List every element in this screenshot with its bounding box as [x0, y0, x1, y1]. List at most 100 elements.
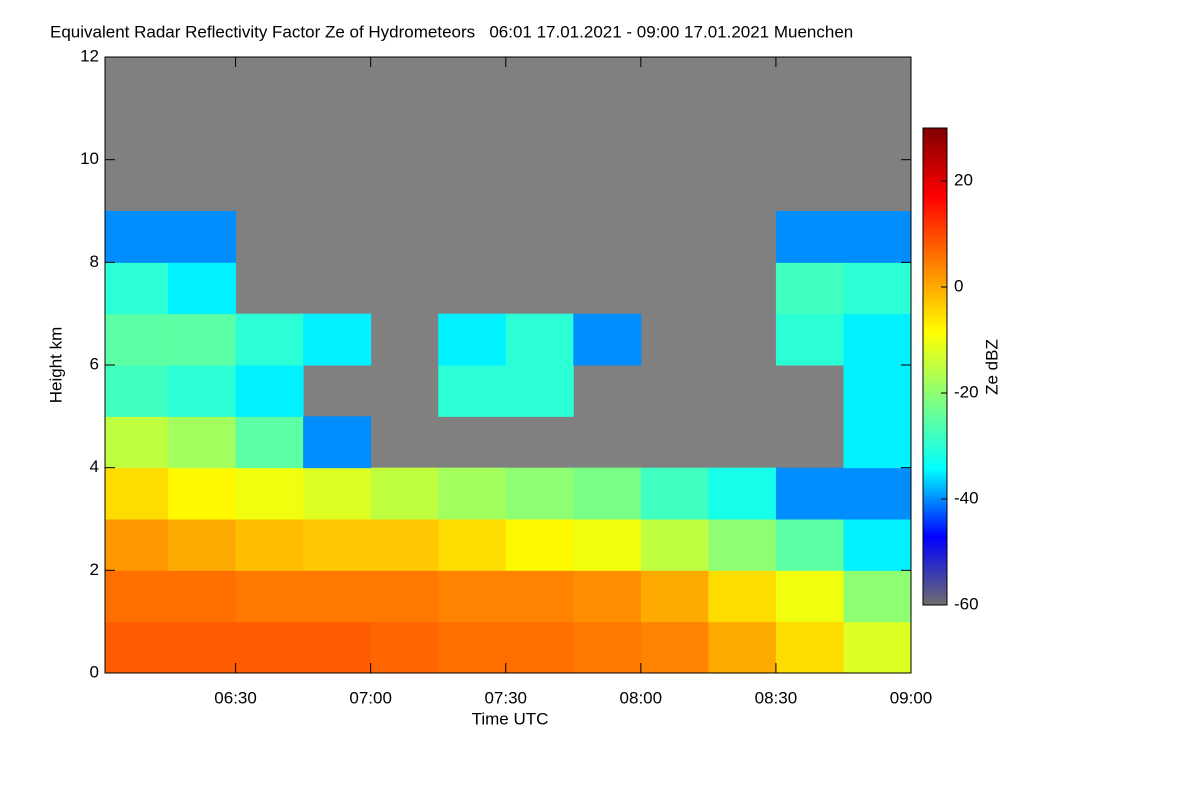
y-tick-label: 2 — [90, 560, 99, 579]
colorbar-tick-label: -60 — [954, 594, 979, 613]
heatmap-cell — [235, 467, 304, 520]
colorbar-tick-label: -40 — [954, 488, 979, 507]
heatmap-cell — [438, 365, 507, 417]
y-tick-label: 12 — [80, 46, 99, 65]
heatmap-cell — [775, 313, 844, 366]
heatmap-cell — [573, 621, 642, 674]
heatmap-cell — [640, 570, 709, 623]
heatmap-cell — [505, 365, 574, 417]
colorbar-tick-label: 0 — [954, 276, 963, 295]
heatmap-cell — [843, 467, 912, 520]
heatmap-cell — [235, 416, 304, 469]
heatmap-cell — [843, 211, 912, 263]
y-tick-label: 8 — [90, 252, 99, 271]
y-tick-label: 4 — [90, 457, 99, 476]
heatmap-cell — [168, 365, 237, 417]
heatmap-cell — [168, 570, 237, 623]
heatmap-cell — [105, 313, 169, 366]
y-axis-label: Height km — [46, 327, 65, 404]
heatmap-cell — [168, 262, 237, 315]
heatmap-cell — [573, 570, 642, 623]
heatmap-cell — [105, 467, 169, 520]
heatmap-cell — [168, 313, 237, 366]
x-tick-label: 08:00 — [620, 688, 663, 707]
colorbar-tick-label: 20 — [954, 170, 973, 189]
heatmap-cell — [573, 313, 642, 366]
heatmap-cell — [775, 621, 844, 674]
heatmap-cell — [505, 621, 574, 674]
heatmap-cell — [708, 570, 777, 623]
heatmap-cell — [843, 570, 912, 623]
heatmap-cell — [438, 519, 507, 571]
heatmap-cell — [573, 519, 642, 571]
heatmap-cell — [843, 365, 912, 417]
heatmap-cell — [573, 467, 642, 520]
heatmap-cell — [105, 262, 169, 315]
heatmap-cell — [303, 467, 372, 520]
heatmap-cell — [438, 313, 507, 366]
heatmap-cell — [105, 365, 169, 417]
heatmap-cell — [235, 570, 304, 623]
x-tick-label: 08:30 — [755, 688, 798, 707]
heatmap-cell — [708, 621, 777, 674]
heatmap-cell — [438, 570, 507, 623]
heatmap-cell — [843, 519, 912, 571]
y-tick-label: 10 — [80, 149, 99, 168]
heatmap-cell — [843, 621, 912, 674]
heatmap-cell — [370, 467, 439, 520]
chart-title: Equivalent Radar Reflectivity Factor Ze … — [50, 22, 853, 41]
heatmap-cell — [775, 262, 844, 315]
heatmap-cell — [505, 467, 574, 520]
heatmap-cell — [235, 365, 304, 417]
heatmap-cell — [168, 467, 237, 520]
heatmap-cell — [640, 621, 709, 674]
x-tick-label: 06:30 — [214, 688, 257, 707]
x-axis-label: Time UTC — [472, 709, 549, 728]
heatmap-cell — [640, 519, 709, 571]
colorbar — [922, 127, 948, 606]
heatmap-cell — [105, 519, 169, 571]
x-tick-label: 09:00 — [890, 688, 933, 707]
colorbar-tick-label: -20 — [954, 382, 979, 401]
heatmap-cell — [775, 211, 844, 263]
heatmap-cell — [505, 313, 574, 366]
heatmap-cell — [438, 621, 507, 674]
y-tick-label: 0 — [90, 662, 99, 681]
heatmap-cell — [370, 570, 439, 623]
heatmap-cell — [438, 467, 507, 520]
heatmap-cell — [235, 519, 304, 571]
heatmap-cell — [843, 313, 912, 366]
heatmap-cell — [640, 467, 709, 520]
heatmap-cell — [168, 519, 237, 571]
heatmap-cell — [235, 313, 304, 366]
heatmap-cell — [168, 621, 237, 674]
heatmap-cell — [303, 570, 372, 623]
heatmap-cell — [843, 262, 912, 315]
y-tick-label: 6 — [90, 354, 99, 373]
x-tick-label: 07:00 — [349, 688, 392, 707]
x-tick-label: 07:30 — [484, 688, 527, 707]
heatmap-cell — [370, 621, 439, 674]
heatmap-cell — [370, 519, 439, 571]
heatmap-cell — [505, 519, 574, 571]
heatmap-cell — [775, 467, 844, 520]
heatmap-cell — [235, 621, 304, 674]
heatmap-cell — [105, 416, 169, 469]
heatmap-cell — [708, 519, 777, 571]
heatmap-cell — [303, 313, 372, 366]
heatmap-cell — [105, 570, 169, 623]
heatmap-cell — [105, 211, 169, 263]
colorbar-label: Ze dBZ — [982, 339, 1001, 395]
heatmap-cell — [708, 467, 777, 520]
heatmap-cell — [168, 416, 237, 469]
heatmap-cell — [505, 570, 574, 623]
heatmap-cell — [843, 416, 912, 469]
heatmap-cell — [303, 621, 372, 674]
heatmap-cell — [168, 211, 237, 263]
heatmap-cell — [303, 416, 372, 469]
heatmap-cell — [775, 570, 844, 623]
heatmap-cell — [775, 519, 844, 571]
heatmap-cell — [105, 621, 169, 674]
